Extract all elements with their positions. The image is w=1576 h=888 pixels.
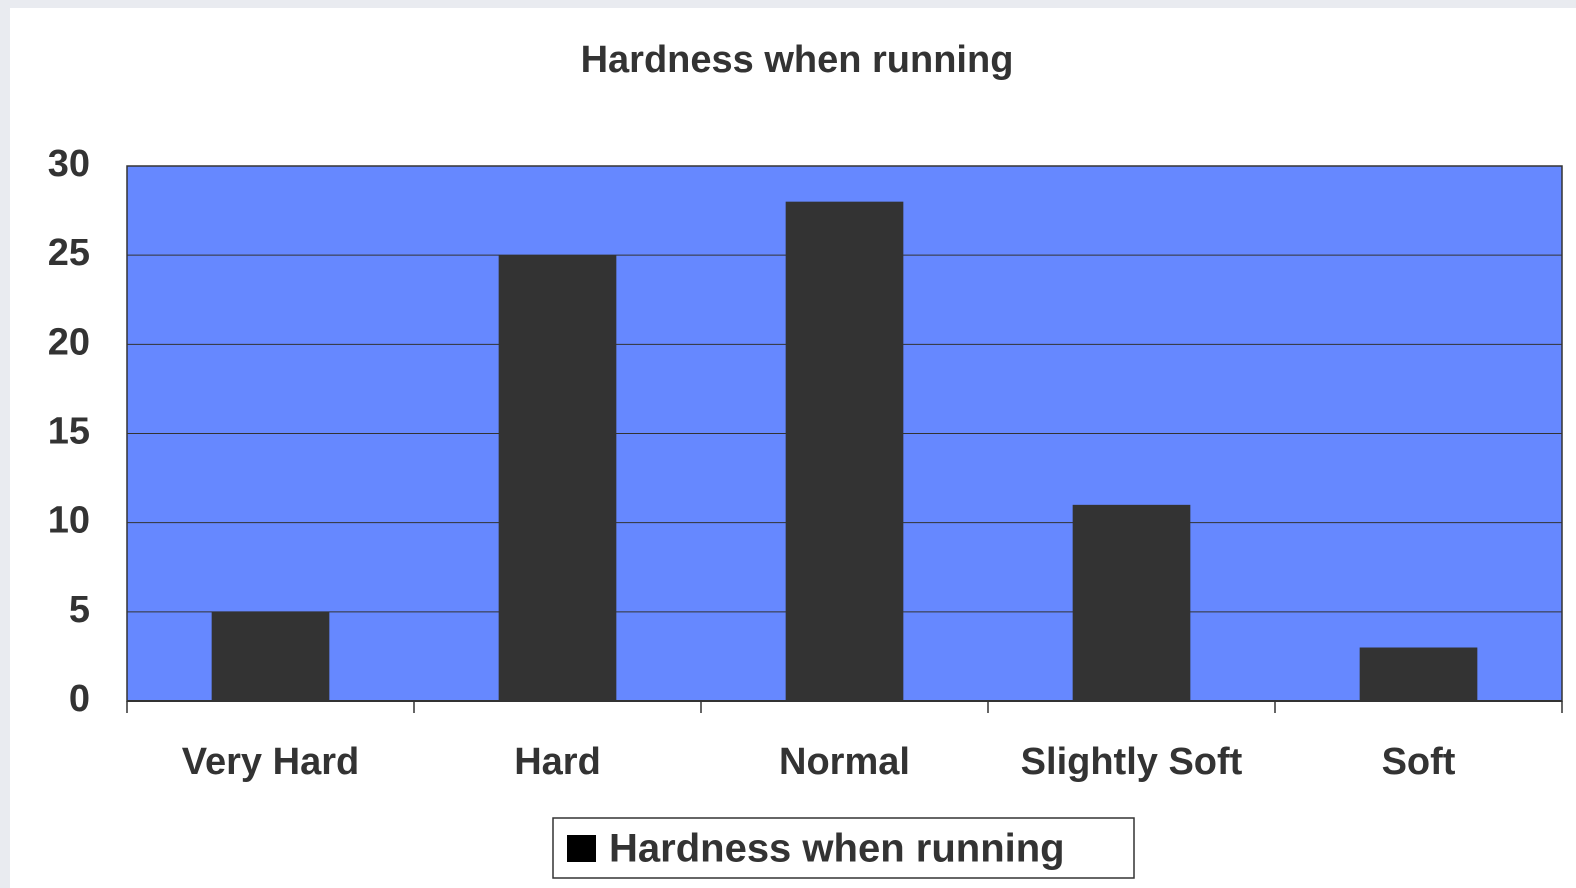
- y-tick-label: 0: [69, 678, 90, 720]
- y-tick-label: 5: [69, 589, 90, 631]
- x-tick-label: Normal: [779, 741, 910, 783]
- bar: [211, 611, 330, 701]
- y-tick-label: 10: [48, 500, 90, 542]
- bar: [1359, 647, 1478, 701]
- chart-title: Hardness when running: [581, 39, 1014, 81]
- x-tick-label: Slightly Soft: [1021, 741, 1243, 783]
- x-tick-label: Very Hard: [182, 741, 359, 783]
- legend-box: [552, 817, 1135, 879]
- bar: [785, 201, 904, 701]
- bar: [498, 255, 617, 701]
- y-tick-label: 30: [48, 143, 90, 185]
- bar: [1072, 504, 1191, 701]
- y-tick-label: 15: [48, 411, 90, 453]
- y-tick-label: 20: [48, 321, 90, 363]
- x-tick-label: Soft: [1382, 741, 1456, 783]
- legend-label: Hardness when running: [609, 827, 1065, 871]
- legend-swatch: [567, 835, 596, 862]
- y-tick-label: 25: [48, 232, 90, 274]
- x-tick-label: Hard: [514, 741, 601, 783]
